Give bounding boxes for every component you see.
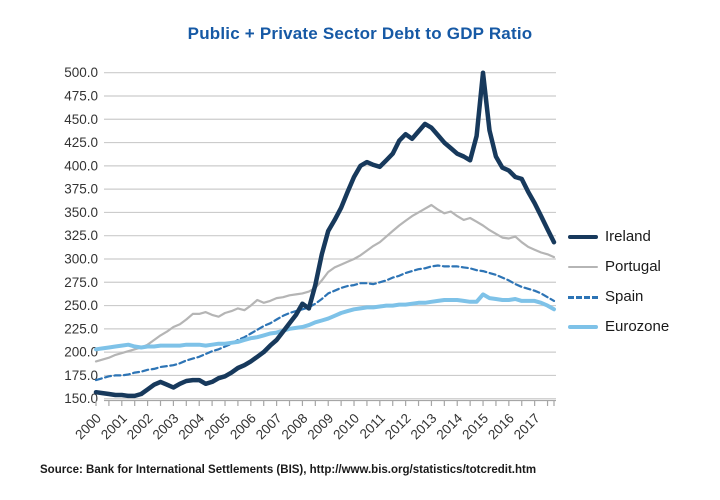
x-axis bbox=[95, 399, 556, 406]
y-tick-label: 500.0 bbox=[64, 65, 98, 80]
data-series-lines bbox=[93, 70, 557, 399]
y-tick-label: 450.0 bbox=[64, 112, 98, 127]
x-axis-labels: 2000200120022003200420052006200720082009… bbox=[72, 410, 543, 442]
y-axis-labels: 500.0 475.0 450.0 425.0 400.0 375.0 350.0 325.0… bbox=[64, 65, 98, 406]
gridlines bbox=[104, 72, 556, 400]
x-tick-label: 2017 bbox=[511, 411, 543, 443]
y-tick-label: 400.0 bbox=[64, 158, 98, 173]
x-tick-label: 2011 bbox=[357, 411, 388, 442]
legend-label: Ireland bbox=[605, 228, 651, 245]
y-tick-label: 425.0 bbox=[64, 135, 98, 150]
x-tick-label: 2008 bbox=[279, 411, 311, 443]
legend-label: Portugal bbox=[605, 258, 661, 275]
series-line-spain bbox=[94, 264, 556, 382]
legend: Ireland Portugal Spain Eurozone bbox=[568, 228, 669, 336]
y-tick-label: 350.0 bbox=[64, 205, 98, 220]
y-tick-label: 300.0 bbox=[64, 251, 98, 266]
x-tick-label: 2013 bbox=[408, 411, 440, 443]
x-tick-label: 2015 bbox=[459, 411, 491, 443]
series-line-portugal bbox=[94, 203, 556, 363]
y-tick-label: 475.0 bbox=[64, 88, 98, 103]
y-tick-label: 225.0 bbox=[64, 321, 98, 336]
x-tick-label: 2016 bbox=[485, 411, 517, 443]
legend-swatch-eurozone bbox=[568, 325, 598, 329]
legend-swatch-portugal bbox=[568, 265, 598, 269]
y-tick-label: 375.0 bbox=[64, 182, 98, 197]
legend-swatch-spain bbox=[568, 295, 598, 299]
legend-item-portugal: Portugal bbox=[568, 258, 669, 276]
y-tick-label: 175.0 bbox=[64, 368, 98, 383]
chart-title: Public + Private Sector Debt to GDP Rati… bbox=[187, 24, 533, 43]
x-tick-label: 2004 bbox=[175, 410, 207, 442]
x-tick-label: 2005 bbox=[201, 411, 233, 443]
legend-swatch-ireland bbox=[568, 234, 598, 240]
y-tick-label: 275.0 bbox=[64, 275, 98, 290]
legend-item-eurozone: Eurozone bbox=[568, 318, 669, 336]
legend-item-ireland: Ireland bbox=[568, 228, 669, 246]
x-tick-label: 2009 bbox=[304, 411, 336, 443]
y-tick-label: 325.0 bbox=[64, 228, 98, 243]
x-tick-label: 2014 bbox=[434, 410, 466, 442]
x-tick-label: 2012 bbox=[382, 411, 414, 443]
x-tick-label: 2007 bbox=[253, 411, 285, 443]
legend-item-spain: Spain bbox=[568, 288, 669, 306]
source-note: Source: Bank for International Settlemen… bbox=[40, 464, 537, 476]
series-line-eurozone bbox=[94, 292, 556, 352]
x-tick-label: 2003 bbox=[150, 411, 182, 443]
x-tick-label: 2000 bbox=[72, 411, 104, 443]
y-tick-label: 200.0 bbox=[64, 345, 98, 360]
x-tick-label: 2010 bbox=[330, 411, 362, 443]
y-tick-label: 150.0 bbox=[64, 391, 98, 406]
x-tick-label: 2001 bbox=[98, 411, 130, 443]
legend-label: Eurozone bbox=[605, 318, 670, 335]
series-line-ireland bbox=[93, 70, 557, 399]
y-tick-label: 250.0 bbox=[64, 298, 98, 313]
x-tick-label: 2002 bbox=[124, 411, 156, 443]
legend-label: Spain bbox=[605, 288, 644, 305]
x-tick-label: 2006 bbox=[227, 411, 259, 443]
